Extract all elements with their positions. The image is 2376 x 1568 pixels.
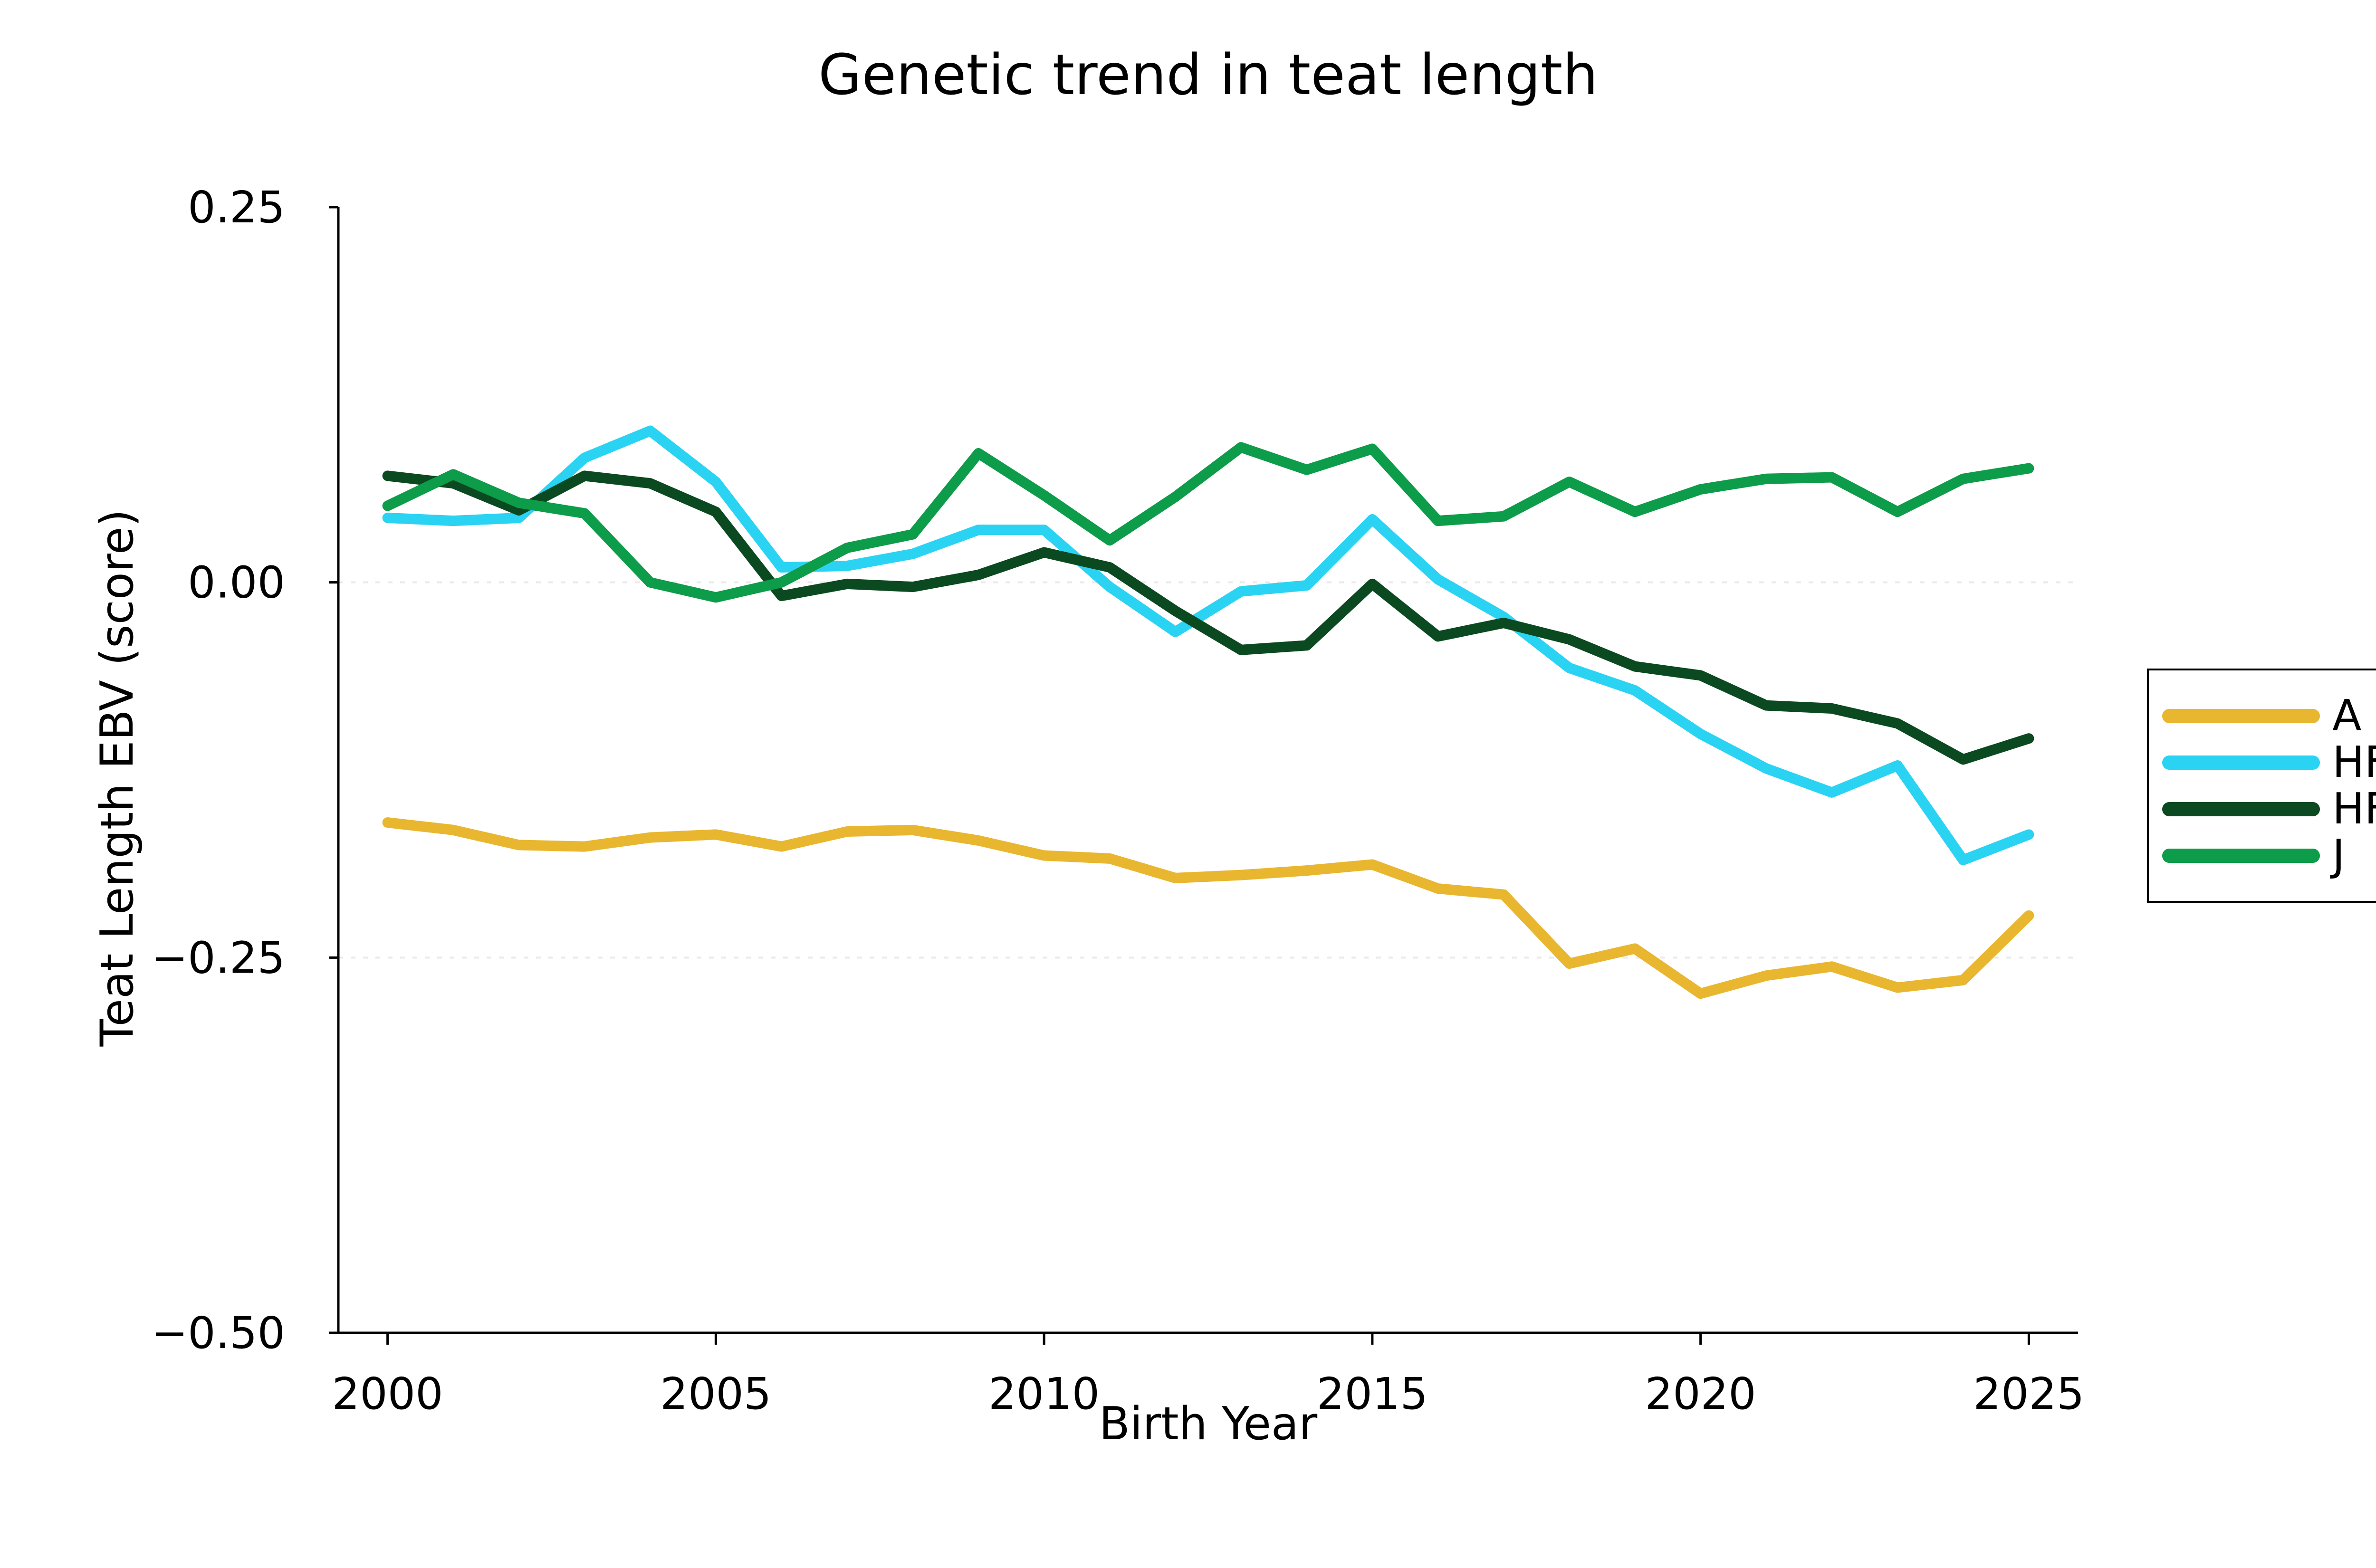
x-tick-label: 2005 bbox=[660, 1368, 771, 1419]
legend-item-A: A bbox=[2162, 690, 2376, 741]
y-tick-label: −0.50 bbox=[151, 1308, 285, 1358]
x-axis-label: Birth Year bbox=[1099, 1398, 1318, 1450]
legend-swatch-HF bbox=[2162, 755, 2320, 770]
legend-swatch-A bbox=[2162, 708, 2320, 723]
legend-item-HF: HF bbox=[2162, 741, 2376, 784]
legend-item-HFJ: HFJ bbox=[2162, 787, 2376, 830]
legend-label: J bbox=[2332, 830, 2345, 880]
chart-title: Genetic trend in teat length bbox=[818, 42, 1598, 107]
x-tick-label: 2020 bbox=[1645, 1368, 1756, 1419]
x-tick-label: 2015 bbox=[1317, 1368, 1428, 1419]
series-line-HFJ bbox=[382, 470, 2034, 765]
axes bbox=[329, 206, 2078, 1345]
legend-item-J: J bbox=[2162, 834, 2376, 877]
y-tick-label: 0.25 bbox=[188, 182, 285, 233]
legend-swatch-J bbox=[2162, 848, 2320, 863]
x-tick-label: 2025 bbox=[1973, 1368, 2084, 1419]
x-tick-label: 2010 bbox=[988, 1368, 1100, 1419]
y-tick-label: 0.00 bbox=[188, 557, 285, 608]
legend: AHFHFJJ bbox=[2147, 669, 2376, 903]
legend-swatch-HFJ bbox=[2162, 802, 2320, 816]
y-tick-label: −0.25 bbox=[151, 932, 285, 983]
series-line-HF bbox=[382, 425, 2034, 866]
series-line-A bbox=[382, 817, 2034, 999]
series-line-J bbox=[382, 442, 2034, 603]
x-tick-label: 2000 bbox=[332, 1368, 443, 1419]
legend-label: HF bbox=[2332, 737, 2376, 787]
y-axis-label: Teat Length EBV (score) bbox=[91, 509, 144, 1047]
tick-labels: 0.25 0.00 −0.25 −0.50 2000 2005 2010 2015 2020 20… bbox=[151, 182, 2084, 1419]
legend-label: HFJ bbox=[2332, 784, 2376, 834]
gridlines bbox=[338, 581, 2078, 959]
series-lines bbox=[382, 425, 2034, 999]
legend-label: A bbox=[2332, 690, 2362, 741]
